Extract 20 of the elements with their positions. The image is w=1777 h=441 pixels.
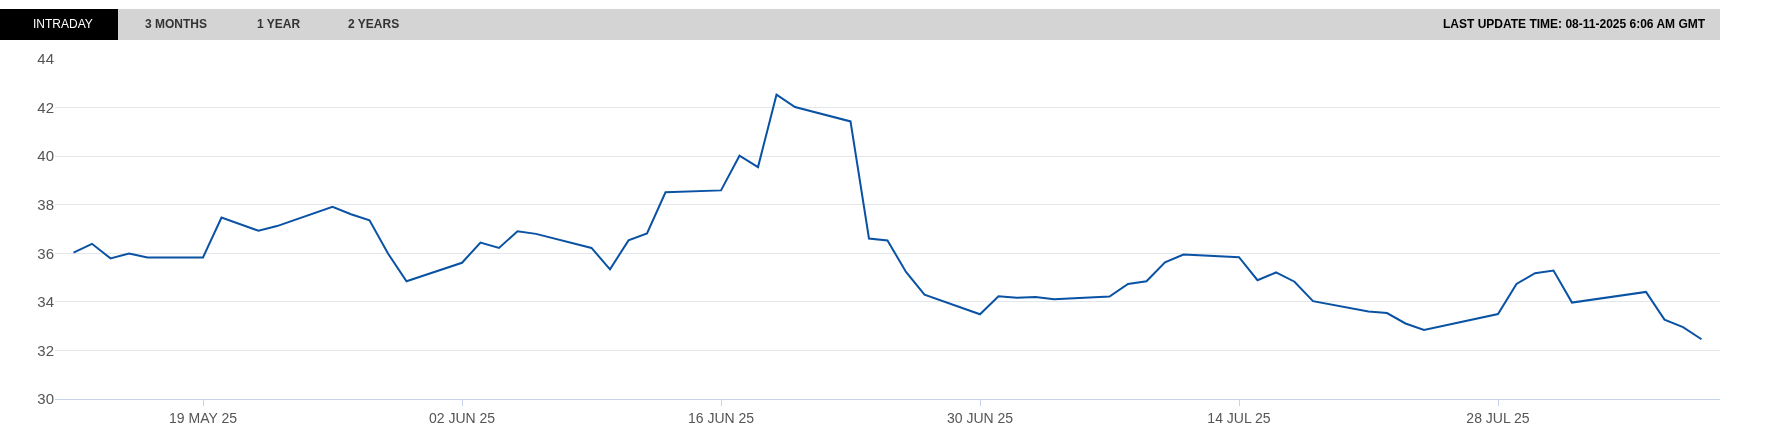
text: 2 YEARS xyxy=(348,17,400,31)
text: INTRADAY xyxy=(33,17,93,31)
x-tick-label: 28 JUL 25 xyxy=(1466,409,1530,426)
y-tick-label: 44 xyxy=(37,50,54,68)
y-tick-label: 34 xyxy=(37,293,54,311)
x-tick-label: 16 JUN 25 xyxy=(687,409,755,426)
x-tick-label: 02 JUN 25 xyxy=(428,409,496,426)
text: LAST UPDATE TIME: 08-11-2025 6:06 AM GMT xyxy=(1443,17,1706,31)
y-tick-label: 38 xyxy=(37,195,54,213)
y-tick-label: 32 xyxy=(37,341,54,359)
x-tick-label: 30 JUN 25 xyxy=(946,409,1014,426)
y-tick-label: 42 xyxy=(37,98,54,116)
y-tick-label: 36 xyxy=(37,244,54,262)
y-tick-label: 40 xyxy=(37,147,54,165)
y-tick-label: 30 xyxy=(37,390,54,408)
text: 3 MONTHS xyxy=(145,17,208,31)
x-tick-label: 14 JUL 25 xyxy=(1207,409,1271,426)
text: 1 YEAR xyxy=(257,17,301,31)
x-tick-label: 19 MAY 25 xyxy=(169,409,238,426)
line-series xyxy=(72,93,1703,341)
